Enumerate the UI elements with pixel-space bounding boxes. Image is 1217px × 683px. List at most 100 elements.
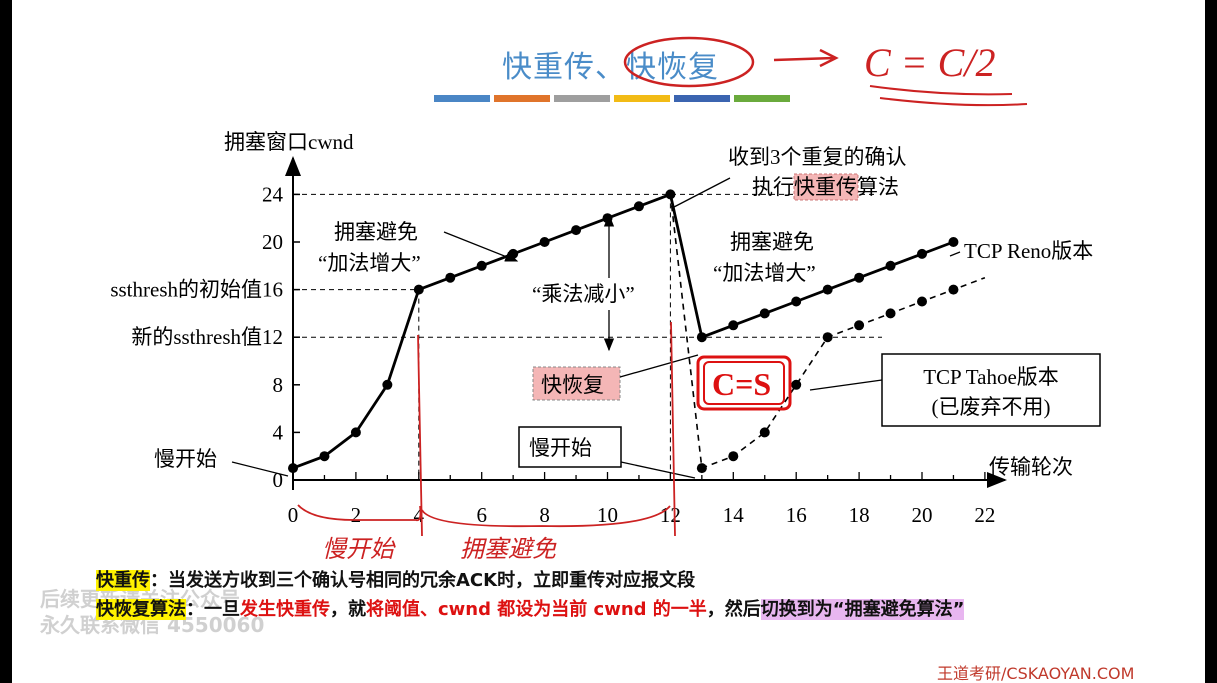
handwritten-vertical-marks [417,321,676,537]
color-bar-segment [434,95,490,102]
y-tick-label: 24 [262,182,284,206]
series-layer [288,189,986,474]
annot-slow-start-left-pointer [231,461,289,477]
handwritten-arrow [773,48,839,68]
annot-dup-ack-pointer [673,177,731,208]
data-point-reno [728,320,739,331]
data-point-tahoe [759,427,770,438]
data-point-reno [288,463,298,474]
annot-dup-ack-l1: 收到3个重复的确认 [728,145,907,169]
x-tick-label: 2 [351,503,362,527]
color-bar-segment [554,95,610,102]
annot-tahoe-pointer [809,379,883,391]
data-point-reno [759,308,770,319]
annot-reno-pointer [949,251,961,257]
data-point-reno [948,237,959,247]
data-point-reno [539,237,550,247]
y-tick-label: 0 [273,468,284,492]
data-point-tahoe [948,284,959,295]
x-tick-label: 18 [849,503,870,527]
annot-cong-avoid-1-l1: 拥塞避免 [334,220,418,244]
title-color-bar [434,95,790,102]
annot-fast-retx-highlight [793,173,859,201]
annot-cong-avoid-2-l2: “加法增大” [713,261,816,285]
x-tick-label: 22 [974,503,995,527]
data-point-reno [413,284,424,295]
annot-mult-decrease: “乘法减小” [532,282,635,306]
data-point-tahoe [791,379,802,390]
handwritten-brace-1 [297,504,422,522]
color-bar-segment [674,95,730,102]
y-axis-label: 拥塞窗口cwnd [224,130,354,154]
annot-dup-ack-l2: 执行快重传算法 [752,175,899,199]
y-tick-label: 8 [273,373,284,397]
note-fast-recovery: 快恢复算法：一旦发生快重传，就将阈值、cwnd 都设为当前 cwnd 的一半，然… [96,599,965,620]
data-point-reno [602,213,613,224]
y-tick-label: 4 [273,420,284,444]
data-point-tahoe [822,332,833,343]
y-tick-label: 新的ssthresh值12 [131,325,283,349]
handwritten-brace-2 [421,505,671,528]
x-tick-label: 20 [912,503,933,527]
x-tick-label: 8 [539,503,550,527]
x-tick-label: 6 [476,503,487,527]
data-point-reno [791,296,802,307]
guide-lines [293,193,882,480]
annot-tahoe-box-l1: TCP Tahoe版本 [923,365,1059,389]
annot-cong-avoid-1-l2: “加法增大” [318,251,421,275]
footer-brand: 王道考研/CSKAOYAN.COM [937,664,1135,683]
handwritten-formula: C = C/2 [864,40,995,85]
x-tick-label: 14 [723,503,745,527]
series-line-reno [292,192,954,470]
annot-cong-avoid-1-pointer [443,231,519,262]
x-tick-label: 4 [414,503,425,527]
color-bar-segment [614,95,670,102]
annot-fast-recovery: 快恢复 [541,373,604,397]
note-fast-retransmit-text: ：当发送方收到三个确认号相同的冗余ACK时，立即重传对应报文段 [150,570,696,591]
x-tick-label: 10 [597,503,618,527]
data-point-reno [917,248,927,259]
svg-text:C=S: C=S [712,366,771,402]
data-point-reno [350,427,361,438]
x-tick-label: 12 [660,503,681,527]
page-title: 快重传、快恢复 [502,42,719,86]
data-point-reno [476,260,487,271]
note-fast-recovery-label: 快恢复算法 [96,599,186,620]
data-point-tahoe [854,320,865,331]
data-point-reno [571,225,582,236]
annot-tahoe-box [881,353,1101,427]
color-bar-segment [734,95,790,102]
annot-slow-start-box-text: 慢开始 [529,436,592,460]
handwritten-underline [869,85,1028,107]
annot-fast-recovery-box [532,366,621,401]
annot-slow-start-box-pointer [620,461,696,479]
annot-reno-label: TCP Reno版本 [964,239,1093,263]
x-tick-label: 16 [786,503,807,527]
y-ticks: 0 4 8 新的ssthresh值12 ssthresh的初始值16 20 24 [110,182,300,492]
slide: 快重传、快恢复 C = C/2 0 4 8 新的ssthresh值12 ssthresh… [12,0,1205,683]
data-point-tahoe [917,296,927,307]
annot-cong-avoid-2-l1: 拥塞避免 [730,230,814,254]
data-point-tahoe [696,463,707,474]
x-ticks: 0 2 4 6 8 10 12 14 16 18 20 22 [288,472,995,527]
data-point-reno [885,260,896,271]
handwritten-cs: C=S [696,355,792,411]
y-tick-label: 20 [262,230,283,254]
annot-tahoe-box-l2: (已废弃不用) [932,395,1051,419]
handwritten-cong-avoid: 拥塞避免 [460,536,557,563]
x-axis-label: 传输轮次 [989,455,1073,479]
note-fast-retransmit-label: 快重传 [96,570,150,591]
annot-fast-recovery-pointer [619,354,699,378]
data-point-tahoe [885,308,896,319]
handwritten-slow-start: 慢开始 [322,536,396,563]
notes: 快重传：当发送方收到三个确认号相同的冗余ACK时，立即重传对应报文段 快恢复算法… [96,566,965,624]
note-fast-retransmit: 快重传：当发送方收到三个确认号相同的冗余ACK时，立即重传对应报文段 [96,566,964,595]
title-fast-retransmit: 快重传、 [502,50,626,85]
annot-slow-start-box [518,426,622,468]
handwritten-circle [623,36,755,88]
data-point-reno [319,451,330,462]
data-point-reno [854,272,865,283]
data-point-reno [822,284,833,295]
data-point-reno [382,379,393,390]
data-point-reno [633,201,644,212]
